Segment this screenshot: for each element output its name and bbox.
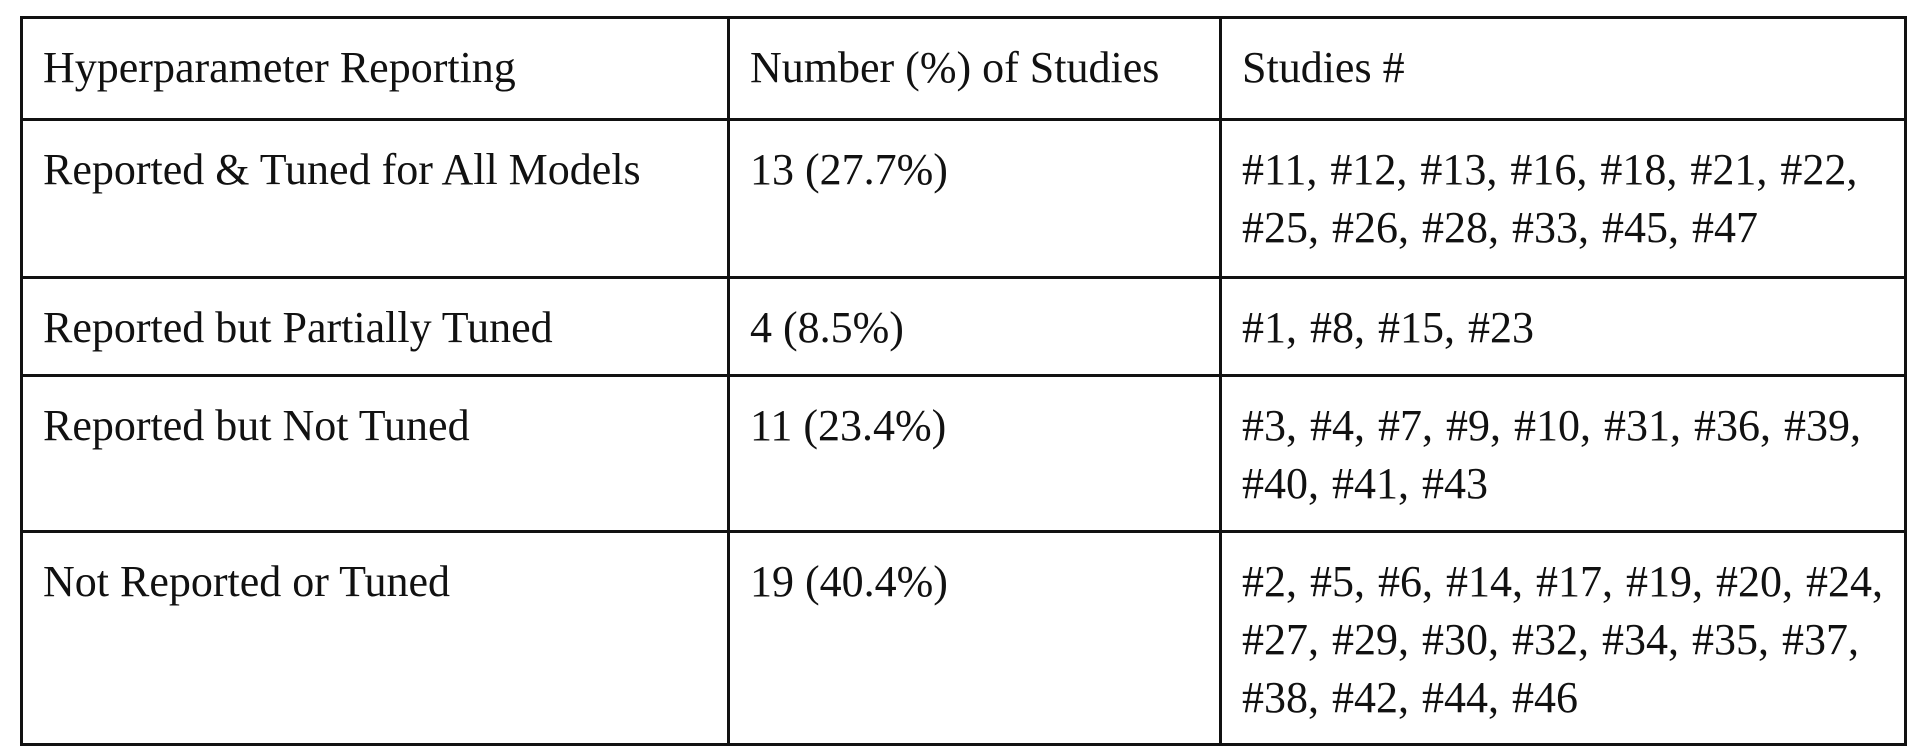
header-hyperparameter-reporting: Hyperparameter Reporting — [20, 16, 730, 121]
row-studies: #2, #5, #6, #14, #17, #19, #20, #24, #27… — [1219, 530, 1907, 746]
table-header-row: Hyperparameter Reporting Number (%) of S… — [20, 16, 1907, 121]
row-count: 11 (23.4%) — [727, 374, 1222, 533]
row-count: 13 (27.7%) — [727, 118, 1222, 279]
row-studies: #3, #4, #7, #9, #10, #31, #36, #39, #40,… — [1219, 374, 1907, 533]
row-category: Reported but Not Tuned — [20, 374, 730, 533]
row-studies: #1, #8, #15, #23 — [1219, 276, 1907, 377]
table-row: Reported but Partially Tuned 4 (8.5%) #1… — [20, 276, 1907, 377]
row-category: Reported & Tuned for All Models — [20, 118, 730, 279]
row-count: 4 (8.5%) — [727, 276, 1222, 377]
hyperparameter-reporting-table: Hyperparameter Reporting Number (%) of S… — [20, 16, 1907, 746]
header-number-of-studies: Number (%) of Studies — [727, 16, 1222, 121]
table-row: Reported but Not Tuned 11 (23.4%) #3, #4… — [20, 374, 1907, 533]
header-studies-ids: Studies # — [1219, 16, 1907, 121]
row-category: Reported but Partially Tuned — [20, 276, 730, 377]
table-row: Reported & Tuned for All Models 13 (27.7… — [20, 118, 1907, 279]
row-count: 19 (40.4%) — [727, 530, 1222, 746]
row-category: Not Reported or Tuned — [20, 530, 730, 746]
table-row: Not Reported or Tuned 19 (40.4%) #2, #5,… — [20, 530, 1907, 746]
row-studies: #11, #12, #13, #16, #18, #21, #22, #25, … — [1219, 118, 1907, 279]
